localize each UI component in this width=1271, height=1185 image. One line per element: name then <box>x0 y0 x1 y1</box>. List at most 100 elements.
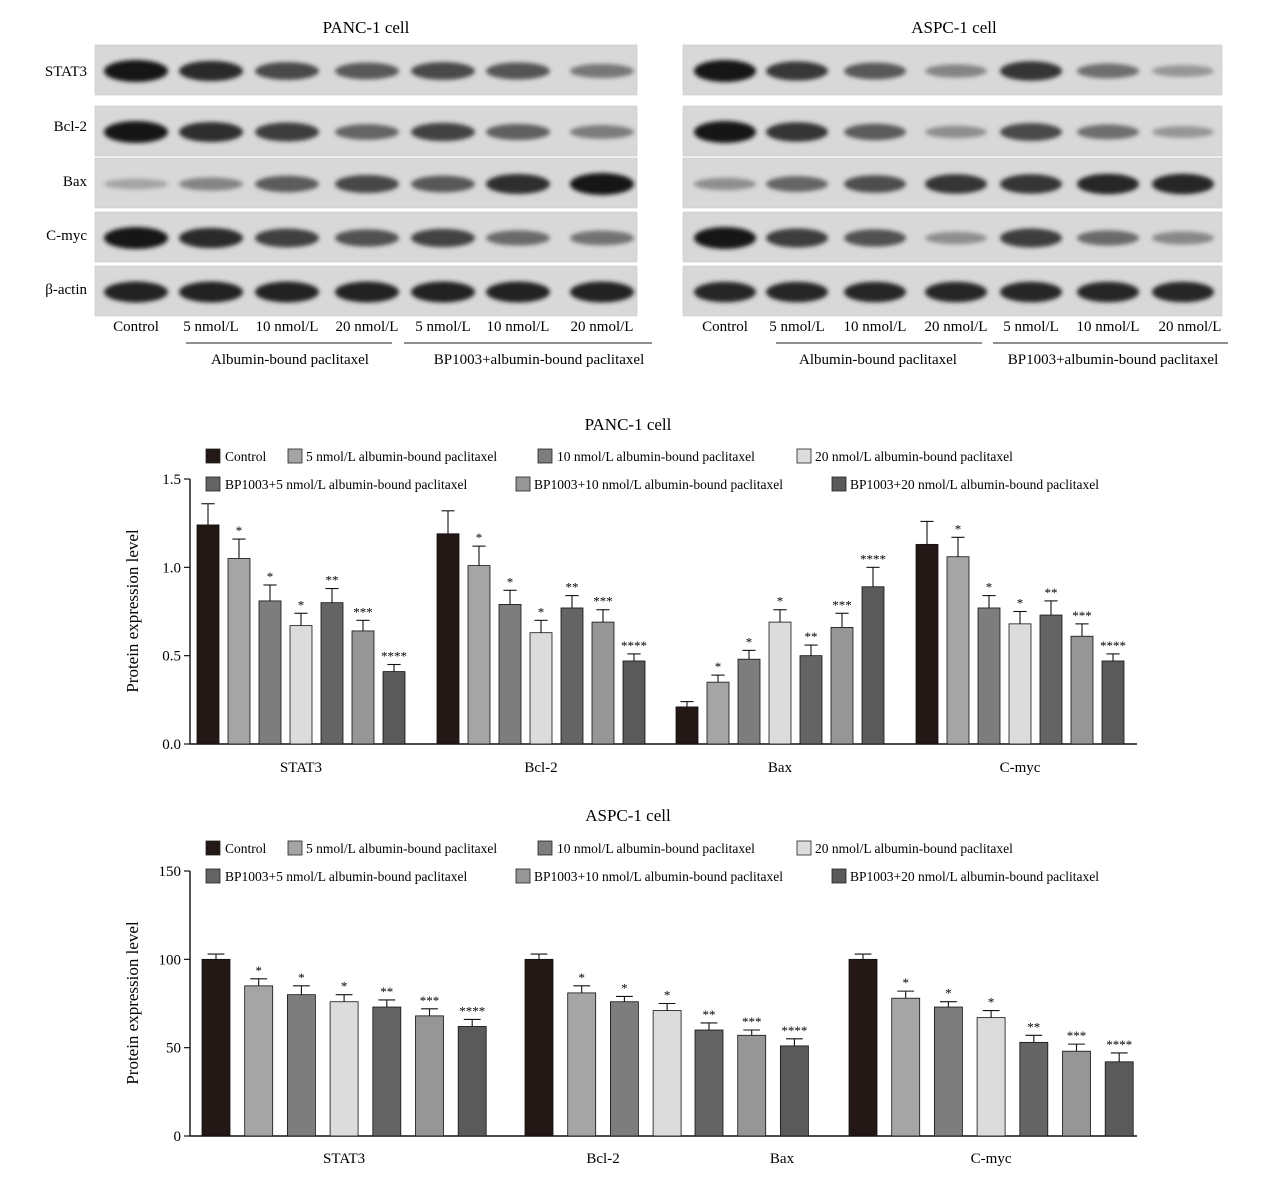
bar <box>780 1045 809 1137</box>
significance-label: * <box>945 986 952 1001</box>
significance-label: ** <box>326 573 339 588</box>
legend-item: Control <box>205 448 267 464</box>
bar <box>768 621 792 745</box>
blot-band <box>255 281 319 303</box>
legend-swatch <box>515 476 531 492</box>
chart-legend: Control 5 nmol/L albumin-bound paclitaxe… <box>205 840 1099 884</box>
blot-band <box>766 122 828 142</box>
legend-item: 10 nmol/L albumin-bound paclitaxel <box>537 840 755 856</box>
blot-band <box>1152 281 1214 303</box>
bar <box>567 992 597 1137</box>
blot-strip-border <box>94 157 638 209</box>
blot-band <box>1077 124 1139 140</box>
bar <box>706 681 730 745</box>
blot-lane-label: 10 nmol/L <box>844 319 907 335</box>
significance-label: * <box>476 530 483 545</box>
blot-band <box>179 177 243 191</box>
significance-label: ** <box>566 580 579 595</box>
y-tick-label: 150 <box>159 864 182 880</box>
blot-lane-label: 5 nmol/L <box>415 319 470 335</box>
legend-swatch <box>205 840 221 856</box>
significance-label: * <box>621 980 628 995</box>
chart-title: ASPC-1 cell <box>585 806 671 825</box>
bar <box>861 586 885 745</box>
bar <box>1062 1050 1091 1137</box>
blot-protein-label: C-myc <box>46 228 87 244</box>
blot-band <box>925 125 987 139</box>
bar <box>372 1006 402 1137</box>
bar <box>436 533 460 745</box>
blot-band <box>1000 228 1062 248</box>
chart-bars: * ** *********** *** ******************* <box>201 953 1134 1137</box>
legend-item: BP1003+10 nmol/L albumin-bound paclitaxe… <box>515 868 783 884</box>
blot-band <box>1077 281 1139 303</box>
bar <box>227 558 251 745</box>
blot-band <box>844 281 906 303</box>
blot-lane-label: 20 nmol/L <box>1159 319 1222 335</box>
significance-label: * <box>538 604 545 619</box>
significance-label: *** <box>1067 1028 1087 1043</box>
bar <box>915 543 939 745</box>
blot-band <box>694 281 756 303</box>
legend-item: 10 nmol/L albumin-bound paclitaxel <box>537 448 755 464</box>
y-tick-label: 50 <box>166 1041 181 1057</box>
legend-label: 5 nmol/L albumin-bound paclitaxel <box>306 449 497 464</box>
legend-swatch <box>537 840 553 856</box>
significance-label: **** <box>781 1023 807 1038</box>
blot-band <box>766 281 828 303</box>
bar <box>258 600 282 745</box>
significance-label: * <box>255 963 262 978</box>
significance-label: **** <box>1100 638 1126 653</box>
blot-band <box>335 62 399 80</box>
blot-band <box>486 173 550 195</box>
y-tick-label: 1.0 <box>162 560 181 576</box>
significance-label: * <box>988 995 995 1010</box>
blot-strip-border <box>682 211 1223 263</box>
category-label: C-myc <box>1000 760 1041 776</box>
bar <box>799 655 823 745</box>
blot-strip-border <box>94 265 638 317</box>
significance-label: **** <box>381 649 407 664</box>
blot-band <box>179 60 243 82</box>
blot-band <box>570 173 634 195</box>
bar <box>652 1010 682 1137</box>
bar <box>1019 1041 1049 1137</box>
blot-lane-label: 20 nmol/L <box>925 319 988 335</box>
blot-lane-label: 10 nmol/L <box>1077 319 1140 335</box>
legend-label: 10 nmol/L albumin-bound paclitaxel <box>557 449 755 464</box>
bar <box>289 625 313 745</box>
bar <box>694 1029 724 1137</box>
blot-band <box>1077 173 1139 195</box>
blot-lane-labels: Control 5 nmol/L 10 nmol/L 20 nmol/L 5 n… <box>702 319 1221 335</box>
legend-label: BP1003+20 nmol/L albumin-bound paclitaxe… <box>850 477 1099 492</box>
y-tick-label: 0 <box>174 1129 182 1145</box>
bar <box>737 1034 767 1137</box>
legend-item: 5 nmol/L albumin-bound paclitaxel <box>287 840 497 856</box>
legend-label: 5 nmol/L albumin-bound paclitaxel <box>306 841 497 856</box>
blot-strip-border <box>682 157 1223 209</box>
bar <box>196 524 220 745</box>
bar <box>591 621 615 745</box>
blot-band <box>1152 65 1214 77</box>
blot-band <box>1077 230 1139 246</box>
legend-item: 20 nmol/L albumin-bound paclitaxel <box>796 840 1013 856</box>
blot-lane-label: 10 nmol/L <box>487 319 550 335</box>
blot-band <box>1000 61 1062 81</box>
bar <box>329 1001 359 1137</box>
bar <box>1008 623 1032 745</box>
blot-band <box>104 227 168 249</box>
legend-swatch <box>205 476 221 492</box>
chart-bars: ****************************************… <box>196 503 1126 745</box>
bar <box>529 632 553 745</box>
legend-label: 20 nmol/L albumin-bound paclitaxel <box>815 841 1013 856</box>
blot-band <box>104 60 168 82</box>
bar <box>610 1001 639 1137</box>
significance-label: *** <box>1072 608 1092 623</box>
legend-swatch <box>205 868 221 884</box>
blot-protein-label: Bcl-2 <box>54 119 87 135</box>
category-label: Bcl-2 <box>524 760 557 776</box>
significance-label: * <box>902 975 909 990</box>
category-label: STAT3 <box>323 1151 365 1167</box>
legend-label: Control <box>225 841 267 856</box>
